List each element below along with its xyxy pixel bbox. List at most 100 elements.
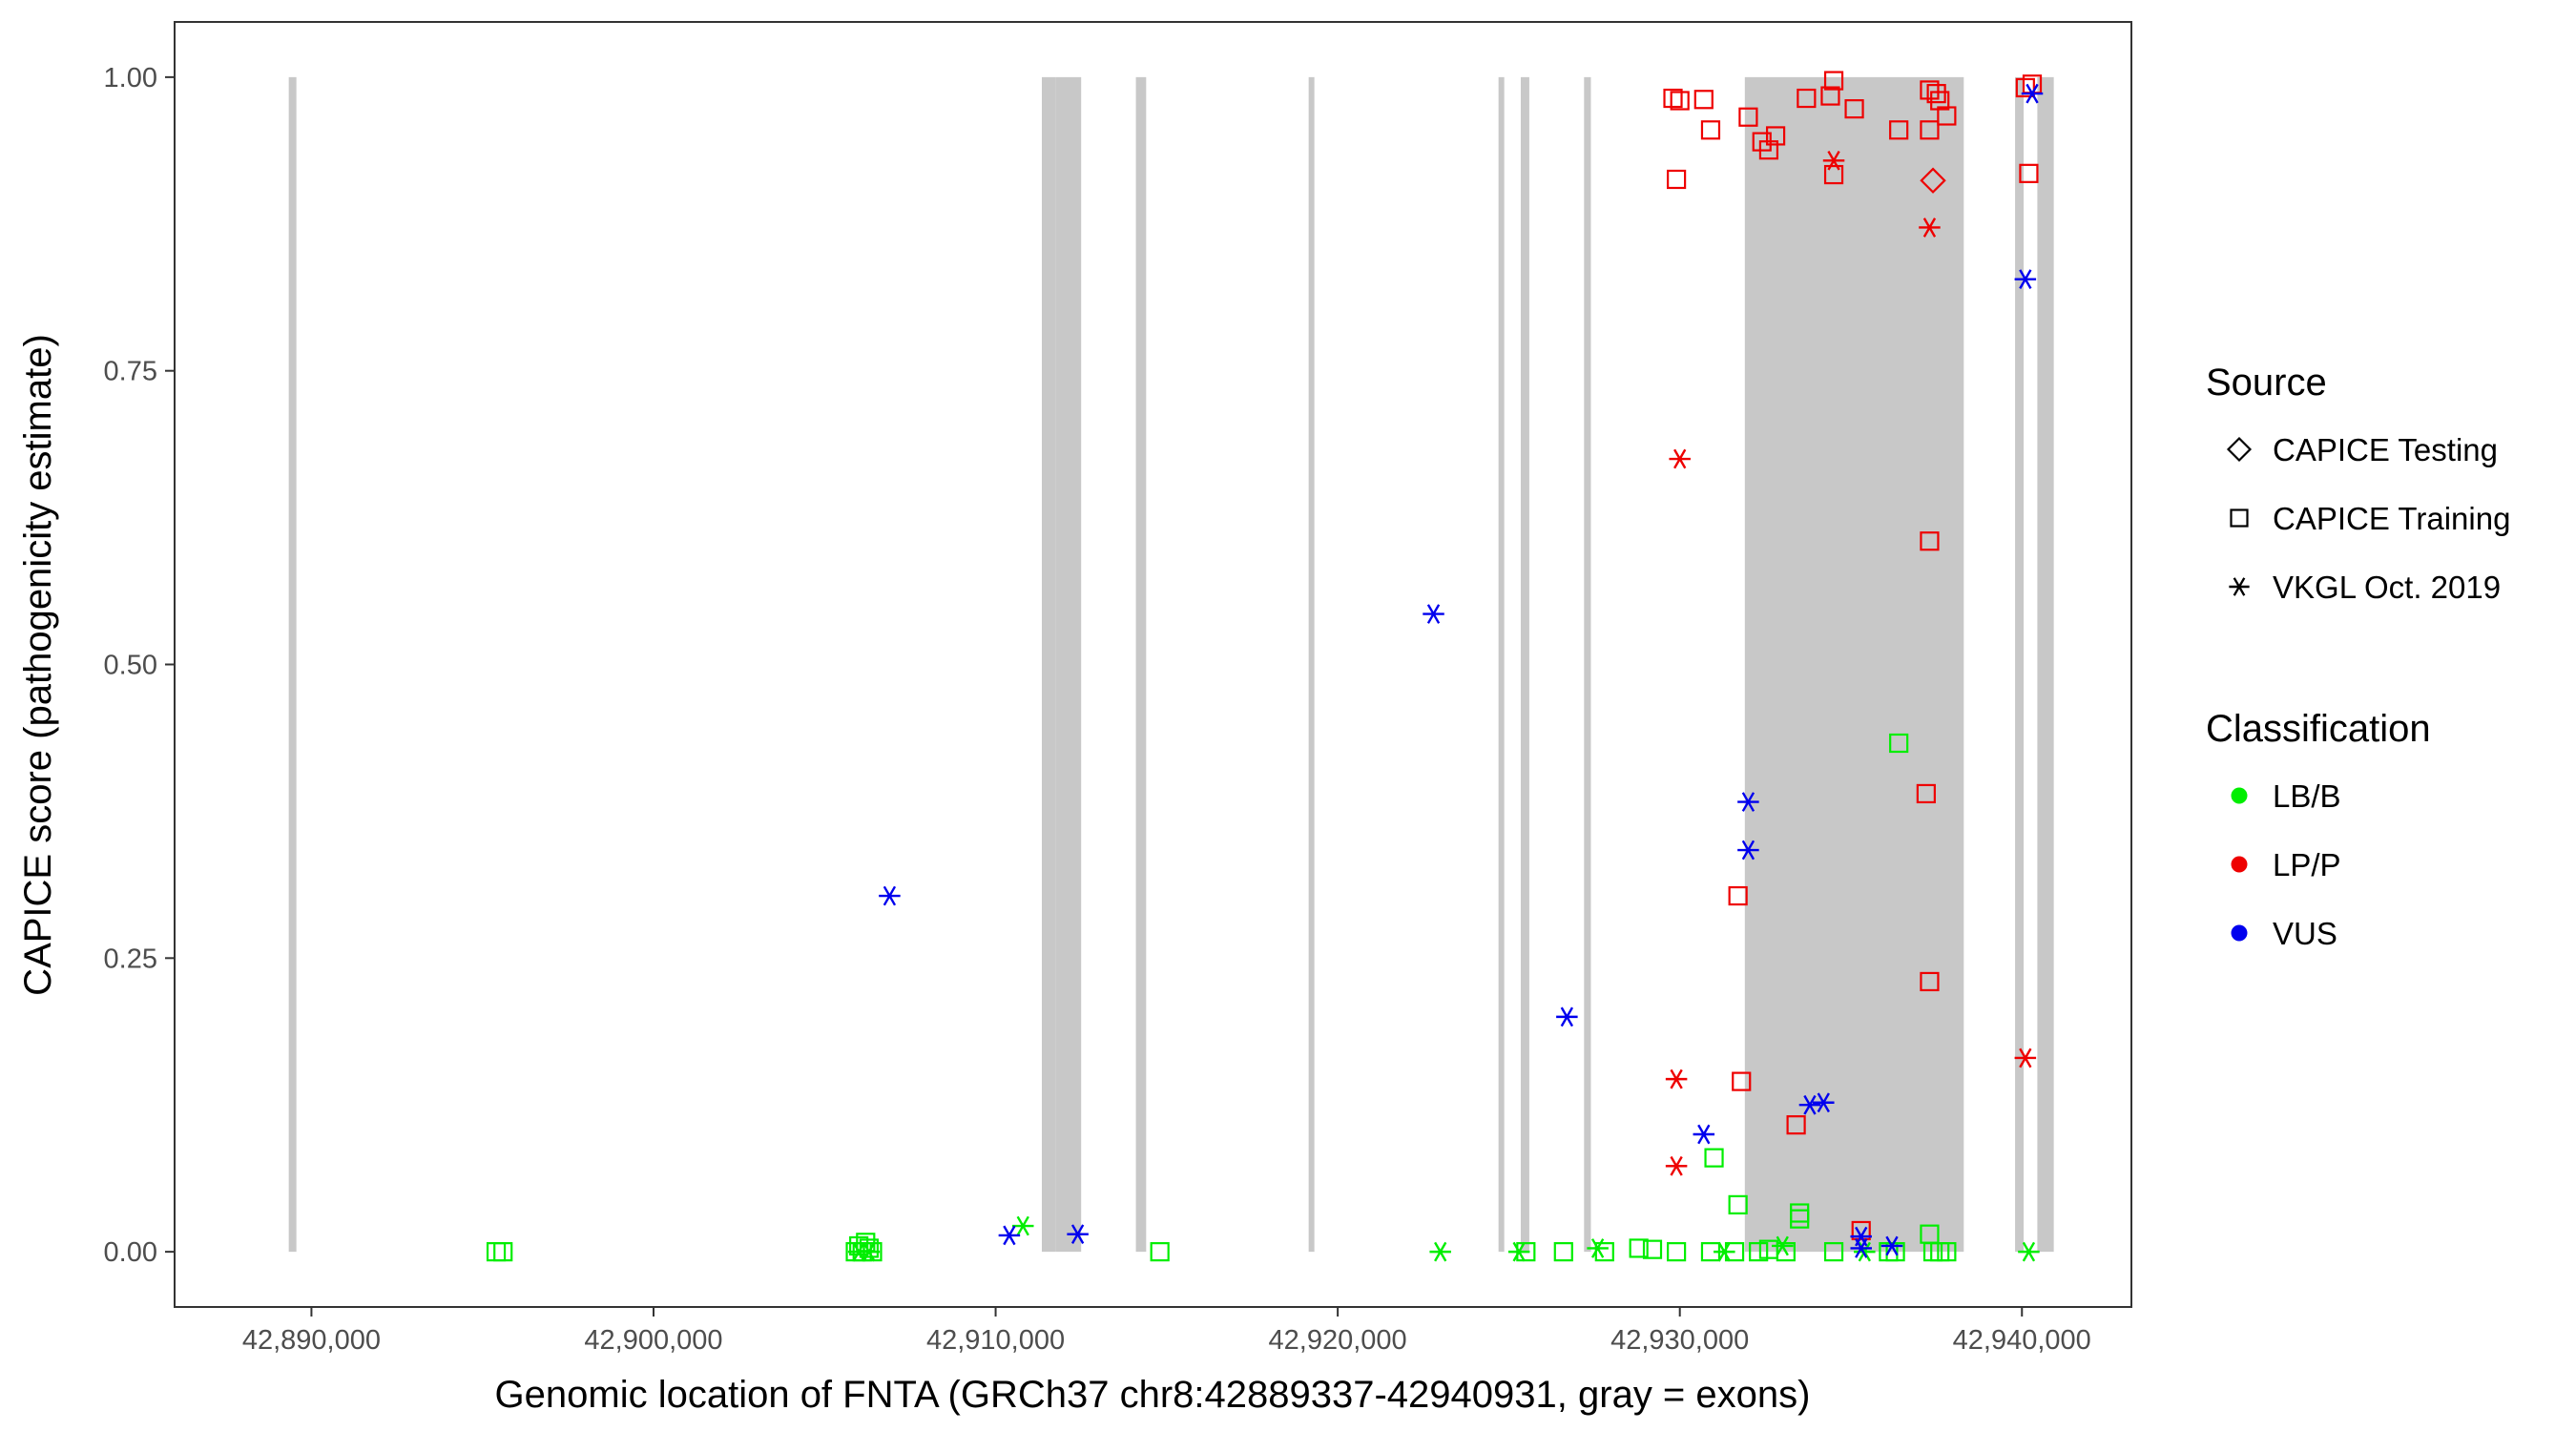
data-point <box>1920 120 1940 140</box>
asterisk-marker <box>1798 1094 1821 1115</box>
square-marker <box>1937 1242 1957 1262</box>
data-point <box>1790 1203 1810 1223</box>
data-point <box>1667 1242 1687 1262</box>
data-point <box>1667 169 1687 190</box>
square-marker <box>1937 106 1957 126</box>
square-marker <box>2230 508 2249 528</box>
data-point <box>858 1241 881 1262</box>
square-marker <box>1765 126 1786 146</box>
data-point <box>1813 1092 1835 1113</box>
legend-item: CAPICE Testing <box>2226 432 2498 467</box>
square-marker <box>1704 1148 1724 1168</box>
data-point <box>1920 531 1940 551</box>
exon-band <box>1041 76 1056 1253</box>
data-point <box>1011 1215 1034 1236</box>
data-point <box>1851 1220 1871 1241</box>
asterisk-marker <box>1880 1235 1903 1256</box>
square-marker <box>1642 1239 1663 1259</box>
asterisk-marker <box>1850 1238 1872 1258</box>
square-marker <box>1749 1242 1769 1262</box>
square-marker <box>1629 1238 1649 1258</box>
diamond-marker <box>1920 167 1946 194</box>
legend-item: CAPICE Training <box>2230 501 2510 536</box>
square-marker <box>1820 86 1840 106</box>
data-point <box>493 1242 513 1262</box>
data-point <box>879 885 901 906</box>
asterisk-marker <box>1669 448 1691 469</box>
asterisk-marker <box>2021 83 2044 104</box>
data-point <box>1067 1224 1089 1245</box>
square-marker <box>1797 88 1817 109</box>
square-marker <box>1885 1242 1905 1262</box>
data-point <box>1737 792 1759 812</box>
data-point <box>1587 1238 1609 1258</box>
data-point <box>1670 91 1690 111</box>
asterisk-marker <box>1429 1241 1451 1262</box>
exon-band <box>1744 76 1964 1253</box>
square-marker <box>1670 91 1690 111</box>
data-point <box>1507 1241 1530 1262</box>
series-lb-b <box>486 733 2040 1262</box>
legend-item: VUS <box>2231 916 2337 951</box>
data-point <box>1737 840 1759 861</box>
data-point <box>1704 1148 1724 1168</box>
square-marker <box>1724 1242 1745 1262</box>
data-point <box>1693 1124 1715 1145</box>
square-marker <box>1790 1203 1810 1223</box>
data-point <box>1429 1241 1451 1262</box>
y-tick-label: 0.75 <box>104 357 157 387</box>
data-point <box>1553 1242 1573 1262</box>
data-point <box>1823 71 1844 91</box>
asterisk-marker <box>858 1241 881 1262</box>
asterisk-marker <box>2014 269 2037 289</box>
square-marker <box>1667 1242 1687 1262</box>
data-point <box>1798 1094 1821 1115</box>
asterisk-marker <box>879 885 901 906</box>
asterisk-marker <box>1693 1124 1715 1145</box>
square-marker <box>1693 90 1714 110</box>
data-point <box>1693 90 1714 110</box>
square-marker <box>1889 120 1909 140</box>
dot-icon <box>2231 856 2248 873</box>
legend-label: VKGL Oct. 2019 <box>2273 570 2501 605</box>
data-point <box>1822 150 1845 171</box>
square-marker <box>1700 120 1721 140</box>
data-point <box>1150 1242 1170 1262</box>
legend-source: Source CAPICE Testing CAPICE Training VKGL… <box>2206 362 2510 605</box>
asterisk-marker <box>1665 1068 1688 1089</box>
x-tick-label: 42,890,000 <box>242 1325 381 1356</box>
square-marker <box>1844 99 1864 119</box>
series-lp-p <box>1663 71 2043 1241</box>
data-point <box>1642 1239 1663 1259</box>
data-point <box>1714 1241 1735 1262</box>
diamond-icon <box>2226 436 2253 463</box>
square-marker <box>1758 140 1779 160</box>
asterisk-marker <box>1919 218 1941 238</box>
x-tick-label: 42,910,000 <box>926 1325 1065 1356</box>
square-marker <box>1667 169 1687 190</box>
data-point <box>1937 106 1957 126</box>
legend-item: VKGL Oct. 2019 <box>2229 570 2501 605</box>
data-point <box>2015 77 2035 98</box>
data-point <box>1765 126 1786 146</box>
data-point <box>1728 885 1748 906</box>
asterisk-marker <box>1067 1224 1089 1245</box>
asterisk-marker <box>1423 604 1444 624</box>
legend-label: VUS <box>2273 916 2337 951</box>
asterisk-marker <box>998 1225 1021 1246</box>
legend-classification-items: LB/B LP/P VUS <box>2231 778 2341 951</box>
square-marker <box>1920 120 1940 140</box>
data-point <box>1423 604 1444 624</box>
dot-icon <box>2231 924 2248 942</box>
data-point <box>1854 1241 1876 1262</box>
x-axis-title: Genomic location of FNTA (GRCh37 chr8:42… <box>495 1374 1811 1416</box>
data-point <box>1516 1242 1536 1262</box>
data-point <box>1885 1242 1905 1262</box>
square-marker <box>1920 80 1940 100</box>
y-tick-label: 0.25 <box>104 944 157 974</box>
legend-source-title: Source <box>2206 362 2327 404</box>
data-point <box>1665 1155 1688 1176</box>
exon-layer <box>288 76 2054 1253</box>
data-point <box>1728 1194 1748 1214</box>
